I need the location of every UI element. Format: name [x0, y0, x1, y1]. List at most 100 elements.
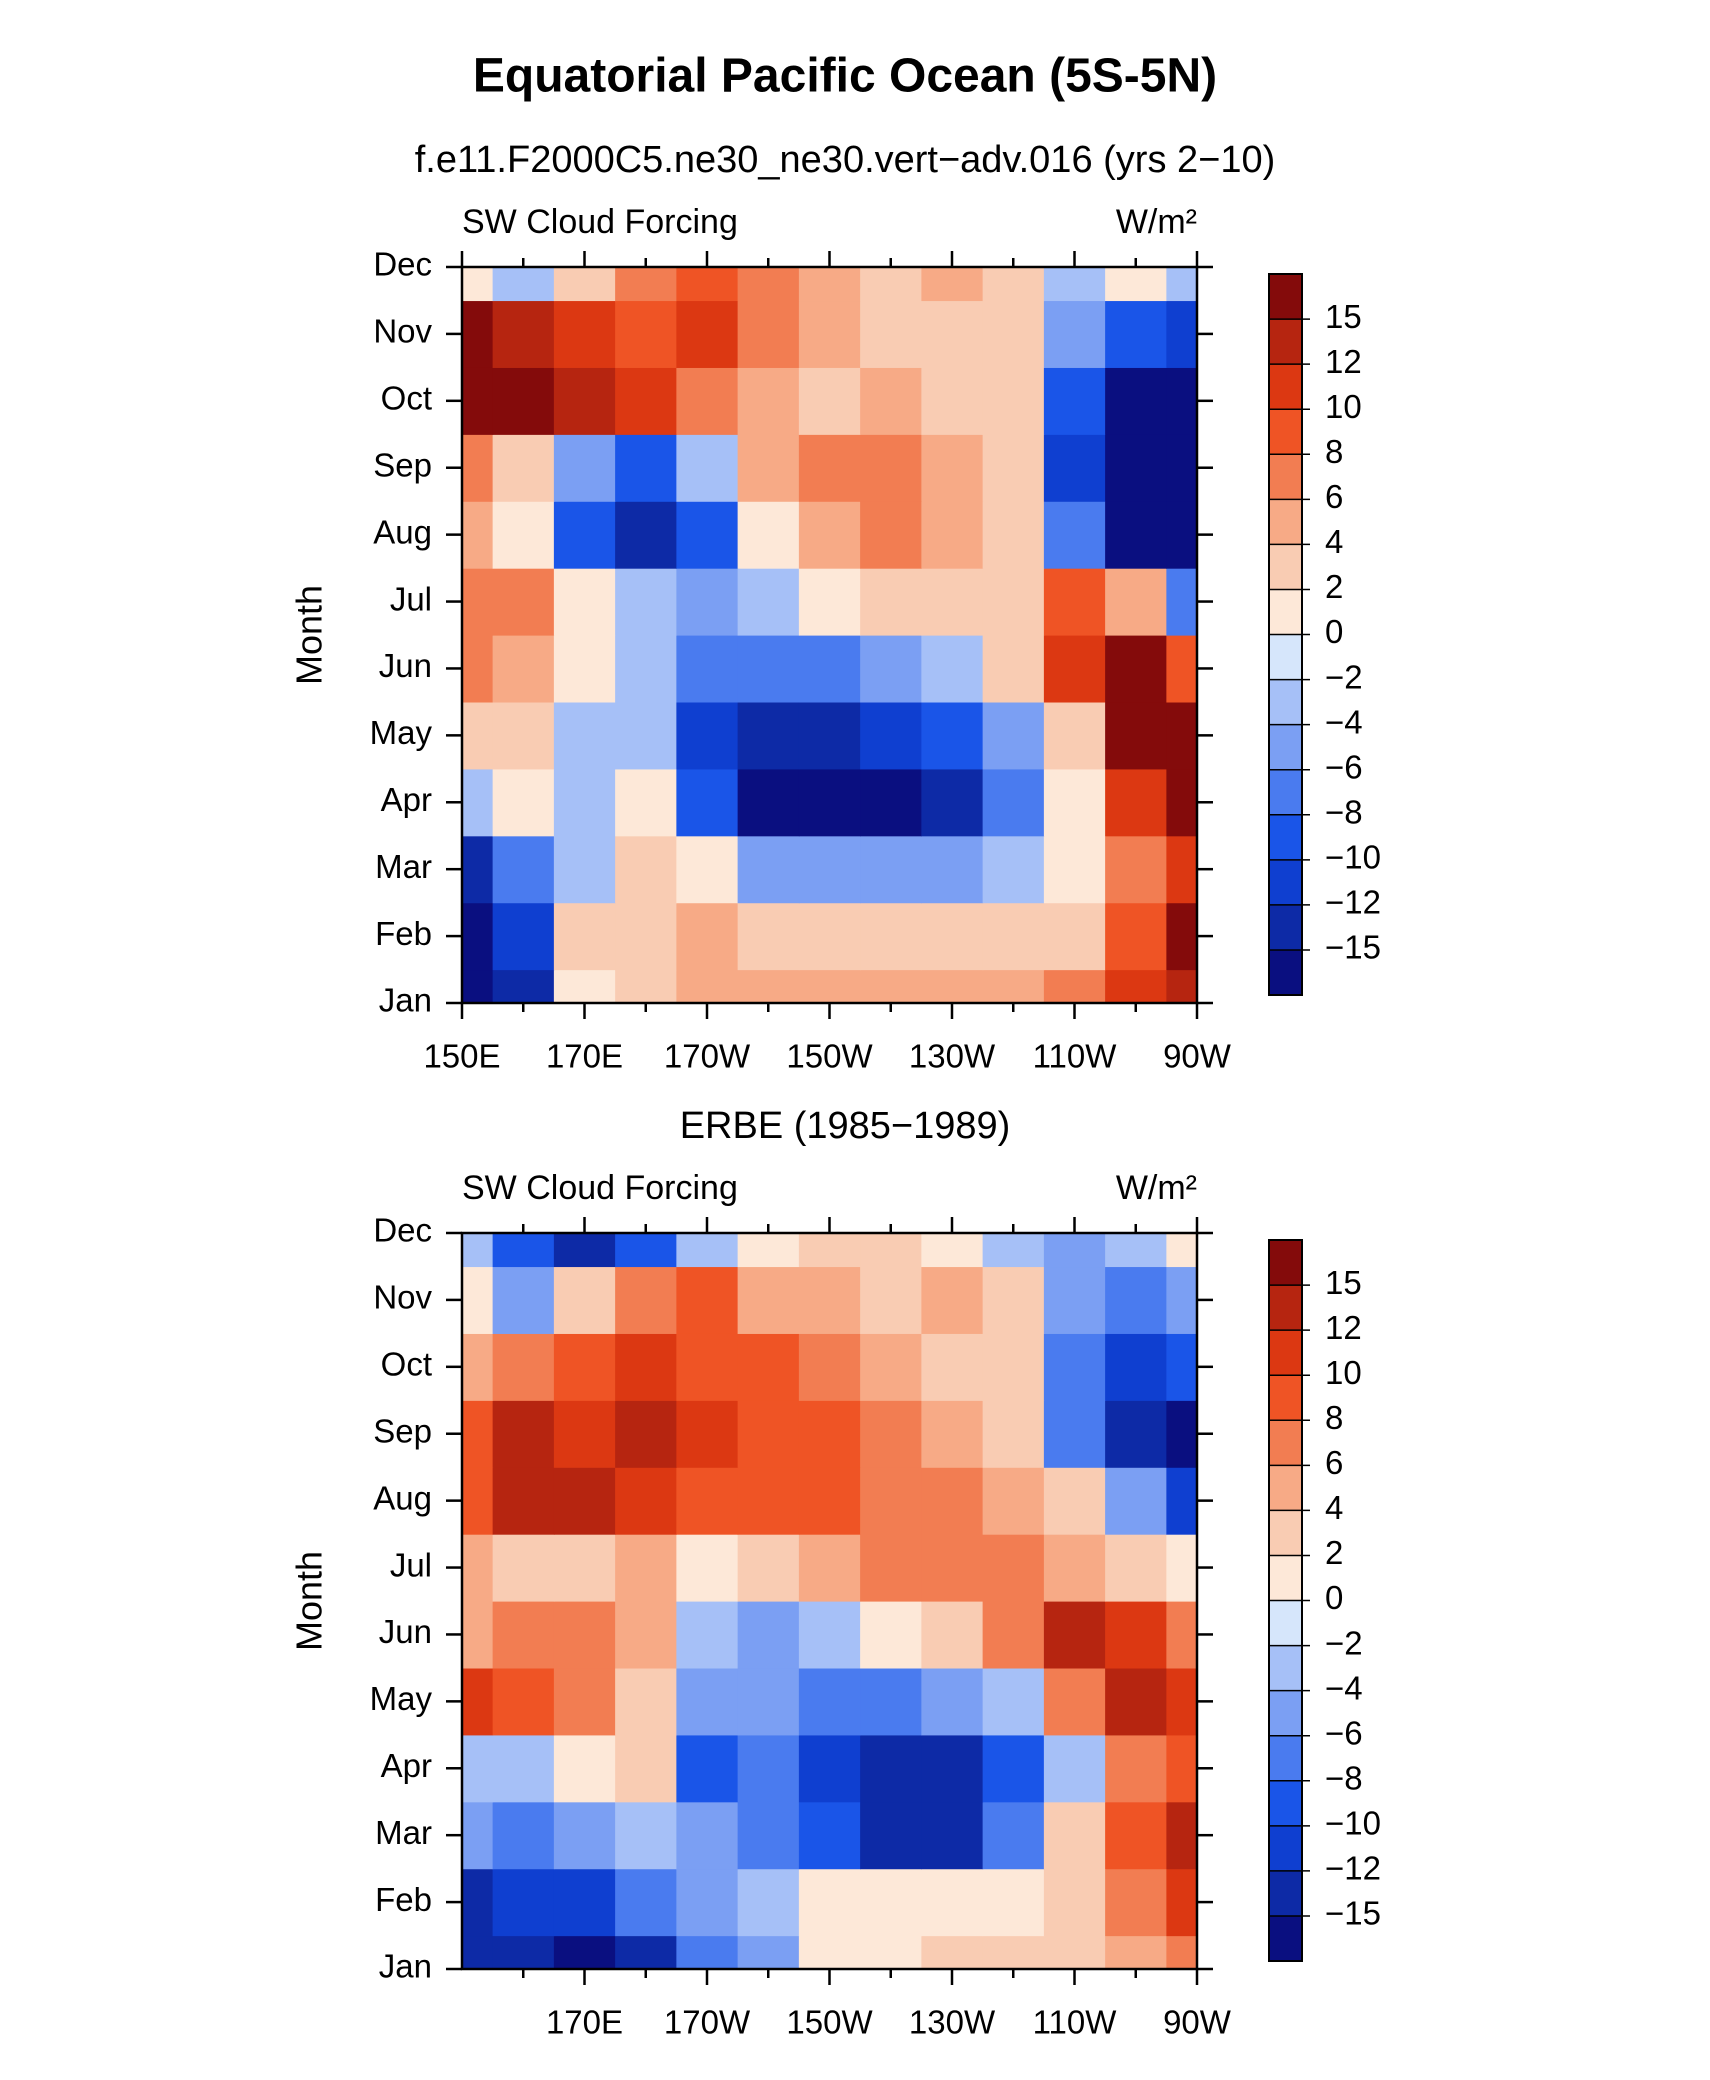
colorbar-box: [1269, 1375, 1302, 1421]
y-tick-label: May: [370, 1680, 433, 1717]
cell: [1105, 1734, 1167, 1803]
cell: [798, 1601, 861, 1669]
colorbar-label: 4: [1325, 1489, 1343, 1526]
colorbar-box: [1269, 1285, 1302, 1331]
cell: [1043, 1935, 1106, 1969]
cell: [737, 1534, 800, 1602]
cell: [615, 1667, 677, 1736]
cell: [982, 969, 1045, 1003]
y-tick-label: Nov: [373, 1279, 432, 1316]
cell: [737, 1266, 800, 1334]
cell: [1105, 1333, 1167, 1401]
cell: [676, 1266, 739, 1334]
cell: [553, 768, 616, 837]
cell: [921, 1935, 984, 1969]
colorbar-label: −10: [1325, 1805, 1381, 1842]
cell: [615, 1400, 677, 1468]
colorbar-box: [1269, 949, 1302, 996]
cell: [553, 1534, 616, 1602]
cell: [737, 635, 800, 703]
colorbar-label: −12: [1325, 884, 1381, 921]
cell: [553, 1801, 616, 1870]
cell: [1105, 902, 1167, 971]
colorbar-label: −15: [1325, 929, 1381, 966]
cell: [1166, 568, 1197, 636]
cell: [1105, 367, 1167, 435]
cell: [921, 1400, 984, 1468]
cell: [921, 835, 984, 904]
cell: [1166, 1601, 1197, 1669]
colorbar-label: 15: [1325, 1264, 1362, 1301]
cell: [737, 1333, 800, 1401]
y-tick-label: Feb: [375, 1881, 432, 1918]
cell: [798, 434, 861, 502]
cell: [737, 1601, 800, 1669]
cell: [1043, 1400, 1106, 1468]
colorbar-label: −6: [1325, 748, 1363, 785]
cell: [1166, 267, 1197, 302]
cell: [553, 902, 616, 971]
cell: [1043, 902, 1106, 971]
cell: [462, 768, 494, 837]
colorbar-box: [1269, 1915, 1302, 1962]
colorbar-label: −15: [1325, 1895, 1381, 1932]
cell: [615, 267, 677, 302]
cell: [921, 1601, 984, 1669]
colorbar-box: [1269, 679, 1302, 726]
cell: [492, 835, 555, 904]
cell: [492, 1233, 555, 1268]
y-tick-label: May: [370, 714, 433, 751]
colorbar-box: [1269, 409, 1302, 455]
cell: [462, 1467, 494, 1535]
cell: [462, 1400, 494, 1468]
cell: [1105, 1266, 1167, 1334]
cell: [982, 1868, 1045, 1937]
cell: [860, 1868, 922, 1937]
y-tick-label: Sep: [373, 1412, 432, 1449]
y-tick-label: Jun: [379, 647, 432, 684]
cell: [492, 768, 555, 837]
cell: [1166, 1734, 1197, 1803]
cell: [1105, 1868, 1167, 1937]
cell: [462, 1333, 494, 1401]
cell: [798, 835, 861, 904]
panel-right-label: W/m²: [1116, 1169, 1197, 1207]
cell: [921, 1233, 984, 1268]
cell: [462, 1801, 494, 1870]
colorbar-box: [1269, 274, 1302, 320]
cell: [921, 1266, 984, 1334]
panel-left-label: SW Cloud Forcing: [462, 203, 738, 241]
colorbar-box: [1269, 319, 1302, 365]
cell: [798, 367, 861, 435]
cell: [492, 701, 555, 770]
cell: [462, 300, 494, 368]
cell: [1043, 501, 1106, 569]
y-tick-label: Apr: [381, 1747, 432, 1784]
colorbar-box: [1269, 1330, 1302, 1376]
cell: [676, 1400, 739, 1468]
cell: [982, 1266, 1045, 1334]
cell: [1166, 300, 1197, 368]
cell: [737, 701, 800, 770]
cell: [737, 1734, 800, 1803]
cell: [1166, 1333, 1197, 1401]
cell: [921, 969, 984, 1003]
y-tick-label: Dec: [373, 246, 432, 283]
y-tick-label: Jul: [390, 1546, 432, 1583]
cell: [1166, 768, 1197, 837]
cell: [676, 1333, 739, 1401]
colorbar-label: −12: [1325, 1850, 1381, 1887]
cell: [1043, 635, 1106, 703]
x-tick-label: 130W: [909, 2004, 996, 2041]
cell: [921, 701, 984, 770]
y-tick-label: Jun: [379, 1613, 432, 1650]
cell: [615, 1534, 677, 1602]
cell: [982, 1734, 1045, 1803]
cell: [860, 367, 922, 435]
y-axis-label: Month: [289, 585, 330, 685]
cell: [492, 501, 555, 569]
cell: [1043, 1233, 1106, 1268]
cell: [860, 1935, 922, 1969]
cell: [798, 1266, 861, 1334]
